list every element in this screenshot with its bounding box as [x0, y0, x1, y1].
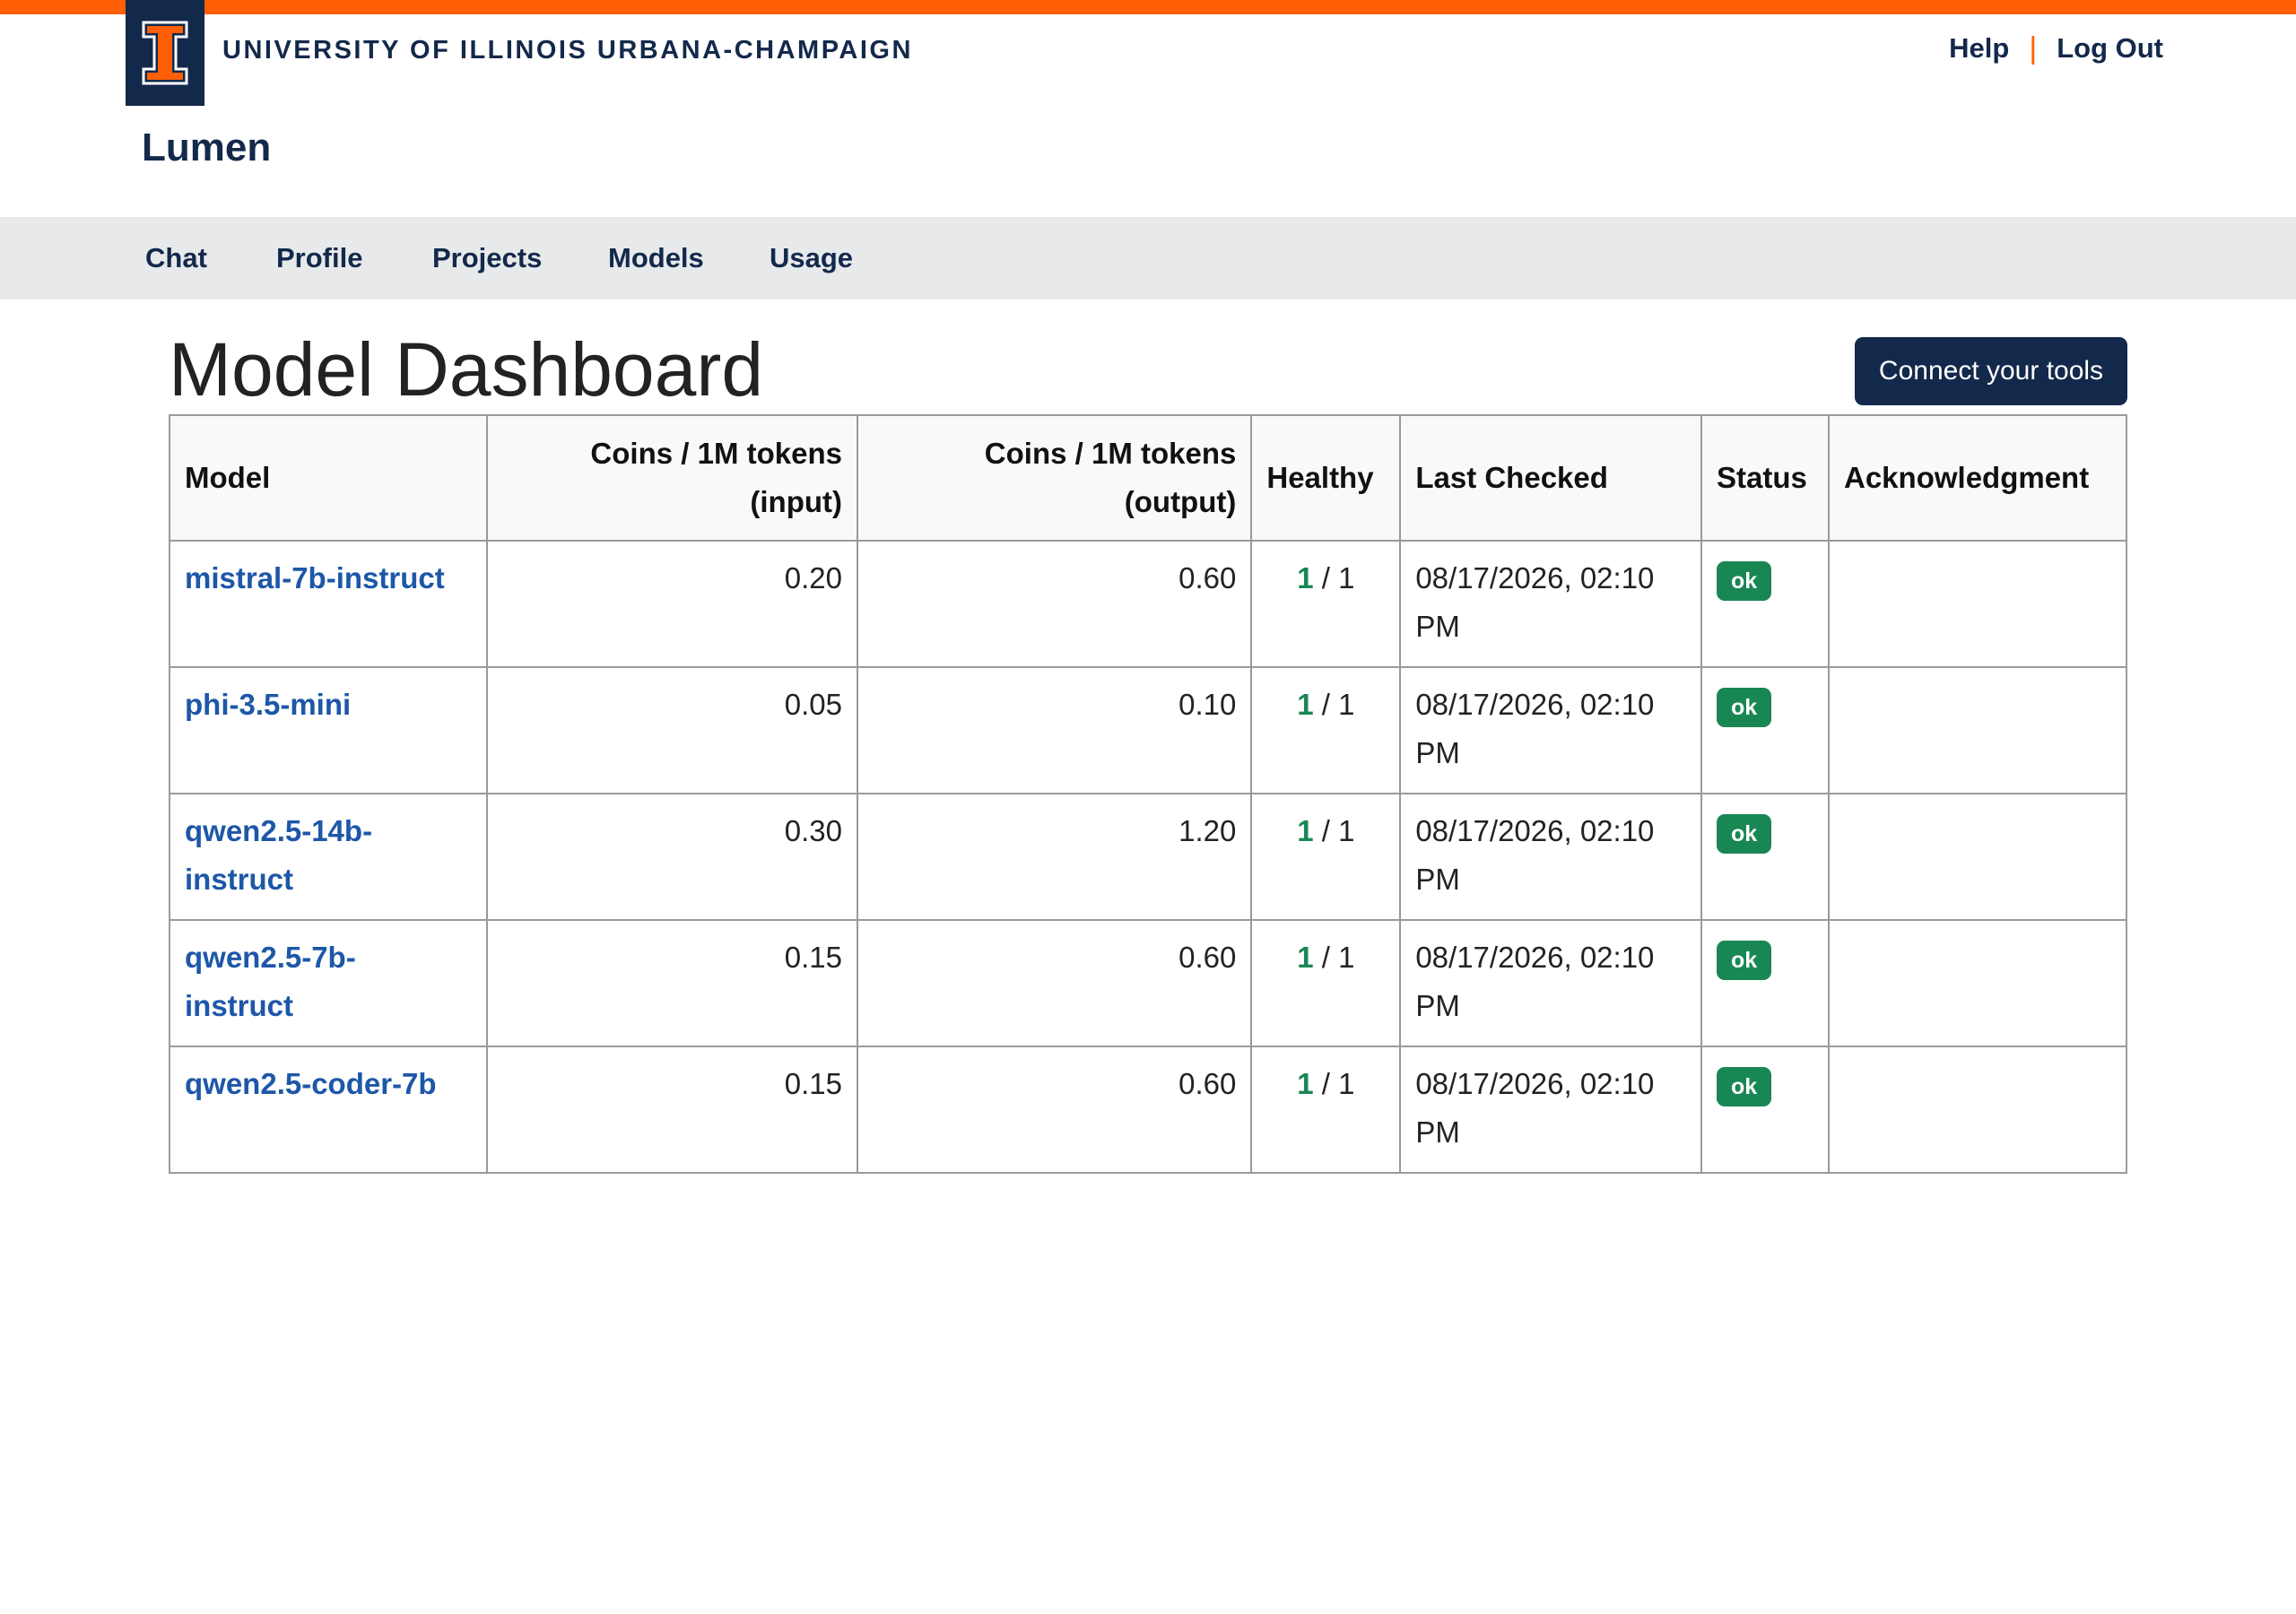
- model-link[interactable]: mistral-7b-instruct: [185, 561, 445, 594]
- table-row: mistral-7b-instruct 0.20 0.60 1 / 1 08/1…: [169, 540, 2127, 668]
- column-header-acknowledgment[interactable]: Acknowledgment: [1828, 414, 2127, 542]
- healthy-count: 1: [1297, 561, 1314, 594]
- status-cell: ok: [1700, 540, 1830, 668]
- university-name[interactable]: UNIVERSITY OF ILLINOIS URBANA-CHAMPAIGN: [222, 36, 913, 65]
- nav-item-chat[interactable]: Chat: [145, 242, 207, 273]
- illinois-logo[interactable]: [126, 0, 204, 106]
- output-cost-cell: 0.60: [856, 919, 1253, 1047]
- model-link[interactable]: qwen2.5-14b-instruct: [185, 814, 373, 896]
- site-header: UNIVERSITY OF ILLINOIS URBANA-CHAMPAIGN …: [0, 0, 2296, 217]
- healthy-count: 1: [1297, 1067, 1314, 1100]
- model-cell: mistral-7b-instruct: [169, 540, 488, 668]
- healthy-cell: 1 / 1: [1250, 1046, 1402, 1174]
- input-cost-cell: 0.05: [485, 666, 858, 794]
- total-count: / 1: [1321, 814, 1355, 847]
- model-cell: qwen2.5-14b-instruct: [169, 793, 488, 921]
- input-cost-cell: 0.20: [485, 540, 858, 668]
- healthy-cell: 1 / 1: [1250, 793, 1402, 921]
- input-cost-cell: 0.30: [485, 793, 858, 921]
- nav-item-usage[interactable]: Usage: [770, 242, 854, 273]
- connect-tools-button[interactable]: Connect your tools: [1855, 337, 2127, 405]
- logout-link[interactable]: Log Out: [2057, 32, 2163, 64]
- acknowledgment-cell: [1828, 1046, 2127, 1174]
- column-header-input-cost[interactable]: Coins / 1M tokens (input): [485, 414, 858, 542]
- acknowledgment-cell: [1828, 540, 2127, 668]
- last-checked-cell: 08/17/2026, 02:10 PM: [1399, 666, 1703, 794]
- app-title[interactable]: Lumen: [142, 126, 272, 169]
- status-badge: ok: [1717, 814, 1772, 854]
- model-link[interactable]: phi-3.5-mini: [185, 688, 352, 721]
- input-cost-cell: 0.15: [485, 1046, 858, 1174]
- status-cell: ok: [1700, 666, 1830, 794]
- main-nav: Chat Profile Projects Models Usage: [0, 217, 2296, 299]
- healthy-count: 1: [1297, 941, 1314, 974]
- model-cell: qwen2.5-7b-instruct: [169, 919, 488, 1047]
- model-table: Model Coins / 1M tokens (input) Coins / 1…: [169, 414, 2127, 1174]
- status-cell: ok: [1700, 793, 1830, 921]
- output-cost-cell: 0.60: [856, 1046, 1253, 1174]
- block-i-icon: [142, 21, 188, 85]
- table-row: qwen2.5-14b-instruct 0.30 1.20 1 / 1 08/…: [169, 793, 2127, 921]
- acknowledgment-cell: [1828, 793, 2127, 921]
- input-cost-cell: 0.15: [485, 919, 858, 1047]
- total-count: / 1: [1321, 561, 1355, 594]
- last-checked-cell: 08/17/2026, 02:10 PM: [1399, 919, 1703, 1047]
- last-checked-cell: 08/17/2026, 02:10 PM: [1399, 540, 1703, 668]
- output-cost-cell: 1.20: [856, 793, 1253, 921]
- table-row: phi-3.5-mini 0.05 0.10 1 / 1 08/17/2026,…: [169, 666, 2127, 794]
- page-title: Model Dashboard: [169, 327, 764, 412]
- model-cell: qwen2.5-coder-7b: [169, 1046, 488, 1174]
- nav-item-projects[interactable]: Projects: [432, 242, 543, 273]
- status-badge: ok: [1717, 561, 1772, 601]
- model-cell: phi-3.5-mini: [169, 666, 488, 794]
- help-link[interactable]: Help: [1949, 32, 2010, 64]
- nav-item-models[interactable]: Models: [608, 242, 704, 273]
- healthy-cell: 1 / 1: [1250, 540, 1402, 668]
- acknowledgment-cell: [1828, 919, 2127, 1047]
- nav-item-profile[interactable]: Profile: [276, 242, 363, 273]
- model-link[interactable]: qwen2.5-7b-instruct: [185, 941, 356, 1022]
- top-accent-stripe: [0, 0, 2296, 14]
- acknowledgment-cell: [1828, 666, 2127, 794]
- utility-separator: |: [2029, 30, 2038, 65]
- status-badge: ok: [1717, 1067, 1772, 1106]
- total-count: / 1: [1321, 688, 1355, 721]
- utility-links: Help | Log Out: [1949, 29, 2163, 68]
- column-header-status[interactable]: Status: [1700, 414, 1830, 542]
- table-row: qwen2.5-7b-instruct 0.15 0.60 1 / 1 08/1…: [169, 919, 2127, 1047]
- output-cost-cell: 0.10: [856, 666, 1253, 794]
- total-count: / 1: [1321, 941, 1355, 974]
- table-header-row: Model Coins / 1M tokens (input) Coins / 1…: [169, 414, 2127, 542]
- status-badge: ok: [1717, 941, 1772, 980]
- status-cell: ok: [1700, 919, 1830, 1047]
- healthy-count: 1: [1297, 688, 1314, 721]
- table-row: qwen2.5-coder-7b 0.15 0.60 1 / 1 08/17/2…: [169, 1046, 2127, 1174]
- status-cell: ok: [1700, 1046, 1830, 1174]
- healthy-cell: 1 / 1: [1250, 919, 1402, 1047]
- column-header-output-cost[interactable]: Coins / 1M tokens (output): [856, 414, 1253, 542]
- output-cost-cell: 0.60: [856, 540, 1253, 668]
- last-checked-cell: 08/17/2026, 02:10 PM: [1399, 1046, 1703, 1174]
- column-header-healthy[interactable]: Healthy: [1250, 414, 1402, 542]
- healthy-count: 1: [1297, 814, 1314, 847]
- healthy-cell: 1 / 1: [1250, 666, 1402, 794]
- status-badge: ok: [1717, 688, 1772, 727]
- total-count: / 1: [1321, 1067, 1355, 1100]
- last-checked-cell: 08/17/2026, 02:10 PM: [1399, 793, 1703, 921]
- model-link[interactable]: qwen2.5-coder-7b: [185, 1067, 437, 1100]
- column-header-model[interactable]: Model: [169, 414, 488, 542]
- column-header-last-checked[interactable]: Last Checked: [1399, 414, 1703, 542]
